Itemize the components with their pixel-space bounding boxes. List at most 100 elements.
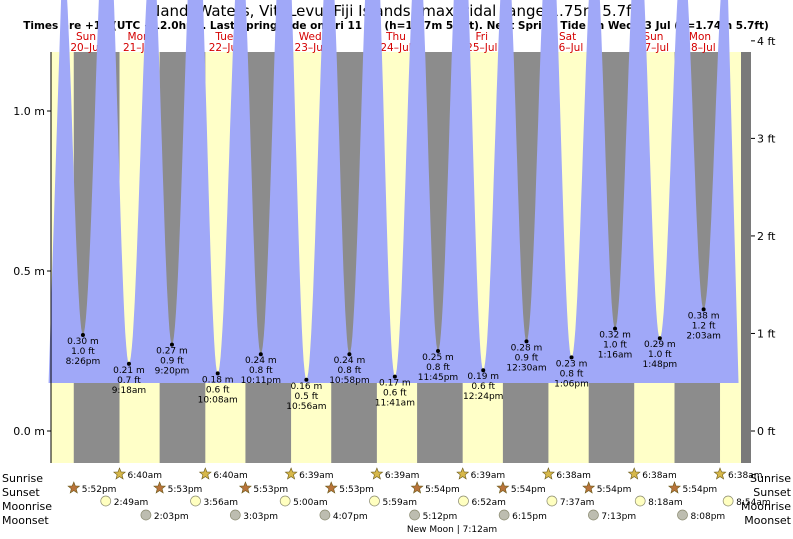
row-label-left: Moonset (2, 514, 49, 527)
tide-point (304, 377, 309, 382)
event-time: 2:49am (114, 498, 149, 508)
event-time: 5:53pm (253, 485, 288, 495)
moon-icon (722, 495, 734, 507)
event-time: 8:18am (648, 498, 683, 508)
moon-icon (546, 495, 558, 507)
event-time: 3:56am (204, 498, 239, 508)
sun-star-icon (284, 467, 298, 480)
tide-point (613, 326, 618, 331)
event-time: 8:54am (736, 498, 771, 508)
tide-label: 11:41am (375, 399, 415, 409)
event-time: 7:37am (560, 498, 595, 508)
day-name: Fri (476, 31, 489, 43)
tide-point (347, 352, 352, 357)
tide-label: 12:24pm (463, 392, 503, 402)
tide-label: 10:56am (286, 402, 326, 412)
tide-label: 0.38 m (688, 311, 720, 321)
moon-icon (190, 495, 201, 507)
y2-tick-label: 0 ft (757, 425, 776, 438)
tide-label: 0.29 m (644, 340, 676, 350)
tide-point (657, 336, 662, 341)
day-date: 28–Jul (684, 42, 715, 54)
tide-label: 0.8 ft (338, 366, 362, 376)
tide-label: 0.8 ft (426, 363, 450, 373)
tide-label: 0.9 ft (160, 357, 184, 367)
tide-label: 1.0 ft (648, 350, 672, 360)
tide-point (701, 307, 706, 312)
y-tick-label: 0.5 m (13, 265, 45, 278)
event-time: 6:40am (128, 471, 163, 481)
tide-label: 0.7 ft (117, 376, 141, 386)
chart-subtitle: Times are +12 (UTC +12.0hrs). Last Sprin… (23, 20, 769, 32)
moon-icon (369, 495, 380, 507)
day-name: Sun (76, 31, 96, 43)
y-tick-label: 1.0 m (13, 105, 45, 118)
tide-point (258, 352, 263, 357)
row-label-right: Moonset (744, 514, 791, 527)
moon-icon (588, 509, 599, 521)
moon-icon (100, 495, 112, 507)
tide-label: 0.6 ft (471, 382, 495, 392)
moon-phase-label: New Moon | 7:12am (407, 525, 497, 535)
event-time: 6:38am (556, 471, 591, 481)
tide-label: 0.24 m (245, 356, 277, 366)
tide-label: 1:16am (598, 351, 633, 361)
day-date: 25–Jul (466, 42, 497, 54)
sun-star-icon (113, 467, 126, 480)
tide-label: 1:06pm (554, 379, 589, 389)
sun-star-icon (153, 481, 167, 494)
y2-tick-label: 1 ft (757, 327, 776, 340)
tide-label: 0.8 ft (560, 369, 584, 379)
day-date: 23–Jul (295, 42, 326, 54)
event-time: 5:54pm (425, 485, 460, 495)
event-time: 5:52pm (82, 485, 117, 495)
tide-point (524, 339, 529, 344)
event-time: 4:07pm (333, 512, 368, 522)
sun-star-icon (198, 467, 212, 480)
tide-labels: 2:44pm4.9 ft1.49 m0.30 m1.0 ft8:26pm3:06… (66, 307, 721, 412)
event-time: 6:39am (471, 471, 506, 481)
sun-moon-events: 6:40am 6:40am 6:39am 6:39am 6:39am 6:38am 6:38… (67, 467, 771, 522)
row-label-left: Moonrise (2, 500, 52, 513)
day-labels: Sun20–JulMon21–JulTue22–JulWed23–JulThu2… (70, 31, 715, 54)
day-date: 20–Jul (70, 42, 101, 54)
event-time: 6:38am (642, 471, 677, 481)
tide-label: 0.19 m (467, 372, 499, 382)
tide-label: 0.5 ft (295, 392, 319, 402)
tide-label: 1:48pm (642, 360, 677, 370)
event-time: 6:40am (213, 471, 248, 481)
sun-star-icon (582, 481, 596, 494)
event-time: 5:53pm (339, 485, 374, 495)
event-time: 6:38am (728, 471, 763, 481)
tide-label: 8:26pm (66, 357, 101, 367)
event-time: 6:39am (385, 471, 420, 481)
tide-label: 0.6 ft (206, 385, 230, 395)
y2-tick-label: 2 ft (757, 230, 776, 243)
tide-label: 2:03am (686, 331, 721, 341)
tide-label: 0.32 m (599, 331, 631, 341)
tide-label: 0.8 ft (249, 366, 273, 376)
y2-tick-label: 4 ft (757, 35, 776, 48)
moon-icon (140, 509, 152, 521)
day-name: Sun (643, 31, 663, 43)
moon-icon (279, 495, 291, 507)
moon-icon (229, 509, 241, 521)
event-time: 5:54pm (683, 485, 718, 495)
y2-tick-label: 3 ft (757, 132, 776, 145)
event-time: 3:03pm (243, 512, 278, 522)
tide-point (569, 355, 574, 360)
day-date: 22–Jul (209, 42, 240, 54)
sun-star-icon (541, 467, 555, 480)
sun-star-icon (324, 481, 338, 494)
tide-label: 0.9 ft (515, 353, 539, 363)
tide-point (481, 368, 486, 373)
event-time: 8:08pm (690, 512, 725, 522)
sun-star-icon (713, 467, 727, 480)
tide-label: 9:18am (112, 386, 147, 396)
moon-icon (498, 509, 510, 521)
tide-label: 0.6 ft (383, 389, 407, 399)
tide-label: 0.27 m (156, 347, 188, 357)
sun-star-icon (496, 481, 510, 494)
sun-star-icon (668, 481, 681, 494)
